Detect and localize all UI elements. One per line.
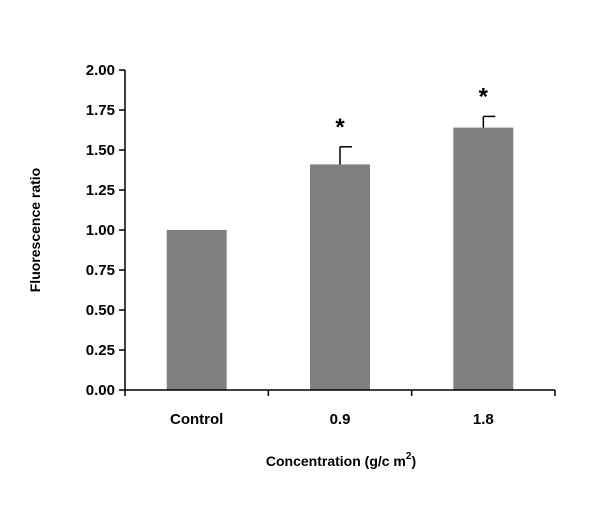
x-axis-title-superscript: 2 (406, 451, 412, 462)
category-label: 1.8 (473, 411, 494, 428)
y-tick-label: 2.00 (86, 62, 115, 79)
bar (310, 164, 370, 390)
bar (453, 127, 514, 390)
y-axis-ticks: 0.00 0.25 0.50 0.75 1.00 1.25 1.50 1.75 2.00 (86, 62, 125, 399)
y-tick-label: 1.75 (86, 102, 115, 119)
y-axis-title: Fluorescence ratio (27, 168, 43, 293)
category-label: 0.9 (330, 411, 351, 428)
y-tick-label: 1.50 (86, 142, 115, 159)
error-bars (339, 115, 496, 165)
y-tick-label: 0.50 (86, 302, 115, 319)
category-labels: Control 0.9 1.8 (170, 411, 494, 428)
y-tick-label: 1.25 (86, 182, 115, 199)
significance-mark: * (335, 114, 345, 141)
y-tick-label: 0.25 (86, 342, 115, 359)
y-tick-label: 1.00 (86, 222, 115, 239)
x-axis-ticks (124, 390, 556, 396)
significance-marks: ** (335, 83, 488, 140)
bars (166, 127, 514, 390)
y-tick-label: 0.00 (86, 382, 115, 399)
x-axis-title-close: ) (411, 453, 416, 469)
significance-mark: * (479, 83, 489, 110)
y-tick-label: 0.75 (86, 262, 115, 279)
x-axis-title: Concentration (g/c m2) (266, 451, 416, 469)
category-label: Control (170, 411, 223, 428)
x-axis-title-main: Concentration (g/c m (266, 453, 406, 469)
bar (166, 230, 227, 390)
